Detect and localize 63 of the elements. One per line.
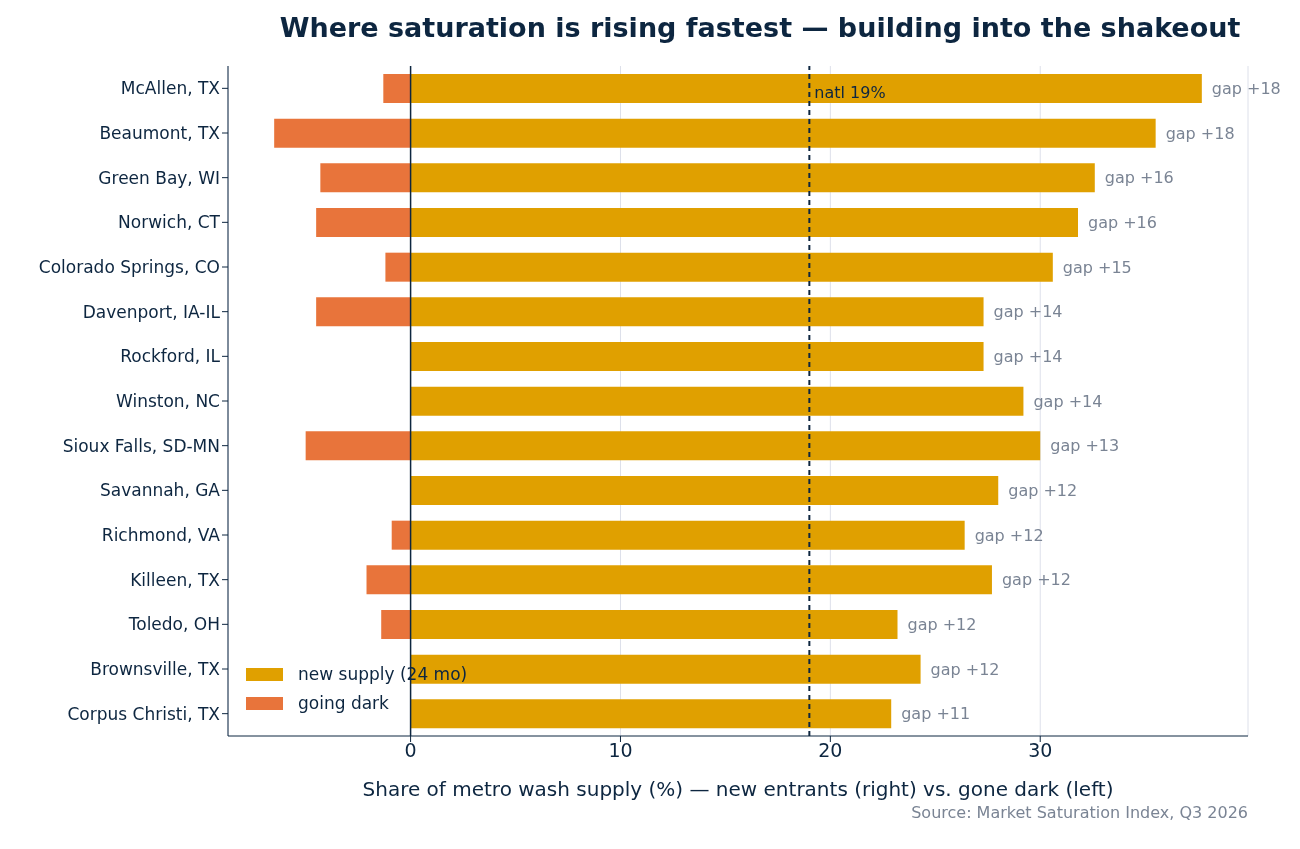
annotation: gap +16 [1088,213,1157,233]
bar [366,565,411,595]
bar [410,118,1156,148]
annotation: gap +18 [1211,79,1281,99]
x-tick-label: 10 [608,739,633,762]
annotation: gap +14 [993,347,1063,367]
legend-label: going dark [298,692,389,715]
annotation: gap +18 [1165,123,1235,143]
y-tick-label: Green Bay, WI [98,167,220,188]
x-tick-label: 30 [1028,739,1053,762]
bar [391,520,411,550]
bar [385,252,411,282]
x-axis-title: Share of metro wash supply (%) — new entrants (right) vs. gone dark (left) [362,777,1114,801]
annotation: gap +14 [1033,391,1103,411]
bar [320,163,411,193]
annotation: gap +12 [974,525,1044,545]
y-tick-label: Rockford, IL [120,346,221,367]
bar [410,208,1078,237]
annotation: gap +14 [993,302,1063,322]
bar [381,610,411,639]
y-tick-label: Colorado Springs, CO [38,257,220,278]
y-tick-label: Norwich, CT [118,212,221,233]
y-tick-label: Brownsville, TX [90,659,221,680]
y-tick-label: Richmond, VA [101,525,221,546]
source-note: Source: Market Saturation Index, Q3 2026 [910,803,1248,822]
bar [410,74,1202,103]
bar [410,476,999,505]
x-tick-label: 0 [404,739,417,762]
annotation: gap +12 [930,659,1000,679]
bar [316,297,411,327]
annotation: gap +12 [907,615,977,635]
bar [410,163,1095,193]
bar [410,699,892,729]
bar [383,74,411,103]
bar [410,342,984,371]
chart-title: Where saturation is rising fastest — building into the shakeout [278,11,1242,45]
bar [410,610,898,639]
y-tick-label: Killeen, TX [130,569,221,590]
y-tick-label: Sioux Falls, SD-MN [62,435,220,456]
x-tick-label: 20 [818,739,843,762]
y-tick-label: Savannah, GA [99,480,221,501]
bar [410,386,1024,416]
bar [305,431,411,461]
bar [410,431,1041,461]
annotation: gap +13 [1050,436,1120,456]
ref-line-label: natl 19% [814,83,886,103]
annotation: gap +15 [1062,257,1132,277]
y-tick-label: Beaumont, TX [99,123,221,144]
bar [316,208,411,237]
y-tick-label: Corpus Christi, TX [67,703,221,724]
y-tick-label: Davenport, IA-IL [82,301,221,322]
annotation: gap +12 [1008,481,1078,501]
bar [410,520,965,550]
bar [410,252,1053,282]
y-tick-label: Winston, NC [115,391,220,412]
y-tick-label: Toledo, OH [127,614,220,635]
y-tick-label: McAllen, TX [120,78,221,99]
bar [410,565,992,595]
annotation: gap +12 [1001,570,1071,590]
bar [410,297,984,327]
annotation: gap +16 [1104,168,1174,188]
bar [274,118,411,148]
annotation: gap +11 [901,704,971,724]
